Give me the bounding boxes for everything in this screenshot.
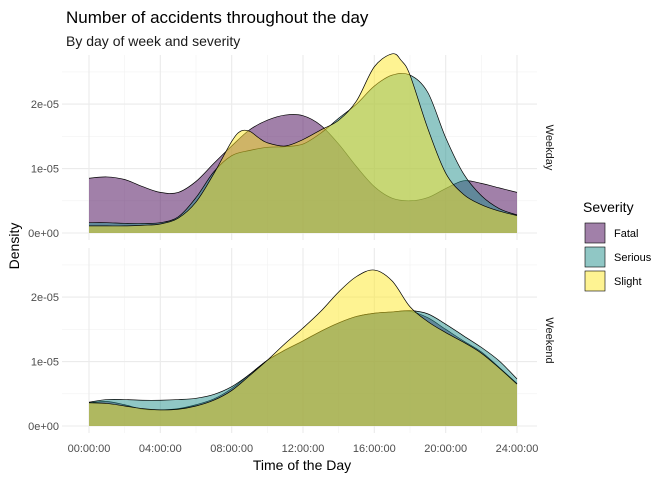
x-tick-label: 20:00:00 <box>424 443 467 455</box>
y-tick-label: 1e-05 <box>31 357 59 369</box>
legend-title: Severity <box>583 199 634 215</box>
legend-label-fatal: Fatal <box>614 228 638 240</box>
facet-panel-weekend: 0e+00 1e-05 2e-05 Weekend <box>28 248 555 433</box>
y-tick-label: 2e-05 <box>31 292 59 304</box>
x-axis: 00:00:00 04:00:00 08:00:00 12:00:00 16:00:00… <box>68 443 539 455</box>
legend-label-slight: Slight <box>614 276 642 288</box>
x-tick-label: 16:00:00 <box>353 443 396 455</box>
facet-strip-label: Weekday <box>543 125 555 171</box>
y-tick-label: 0e+00 <box>28 421 59 433</box>
legend-swatch-serious <box>584 246 606 268</box>
x-tick-label: 24:00:00 <box>496 443 539 455</box>
y-tick-label: 2e-05 <box>31 99 59 111</box>
x-tick-label: 08:00:00 <box>210 443 253 455</box>
legend-swatch-slight <box>584 270 606 292</box>
facet-panel-weekday: 0e+00 1e-05 2e-05 Weekday <box>28 53 555 240</box>
density-line-slight <box>88 53 518 227</box>
density-area-slight <box>89 53 517 233</box>
legend-label-serious: Serious <box>614 252 652 264</box>
x-tick-label: 12:00:00 <box>282 443 325 455</box>
legend: Severity Fatal Serious Slight <box>583 199 652 292</box>
x-axis-title: Time of the Day <box>253 457 351 473</box>
chart-subtitle: By day of week and severity <box>66 33 240 49</box>
x-tick-label: 00:00:00 <box>68 443 111 455</box>
density-line-slight <box>88 269 518 411</box>
y-axis-title: Density <box>6 223 22 270</box>
y-tick-label: 0e+00 <box>28 228 59 240</box>
facet-strip-label: Weekend <box>543 317 555 363</box>
facet-panels: 0e+00 1e-05 2e-05 Weekday 0e+00 1e-05 2e-05 Wee… <box>28 53 555 455</box>
density-area-slight <box>89 269 517 426</box>
y-tick-label: 1e-05 <box>31 164 59 176</box>
chart-title: Number of accidents throughout the day <box>66 8 369 27</box>
legend-swatch-fatal <box>584 222 606 244</box>
x-tick-label: 04:00:00 <box>139 443 182 455</box>
